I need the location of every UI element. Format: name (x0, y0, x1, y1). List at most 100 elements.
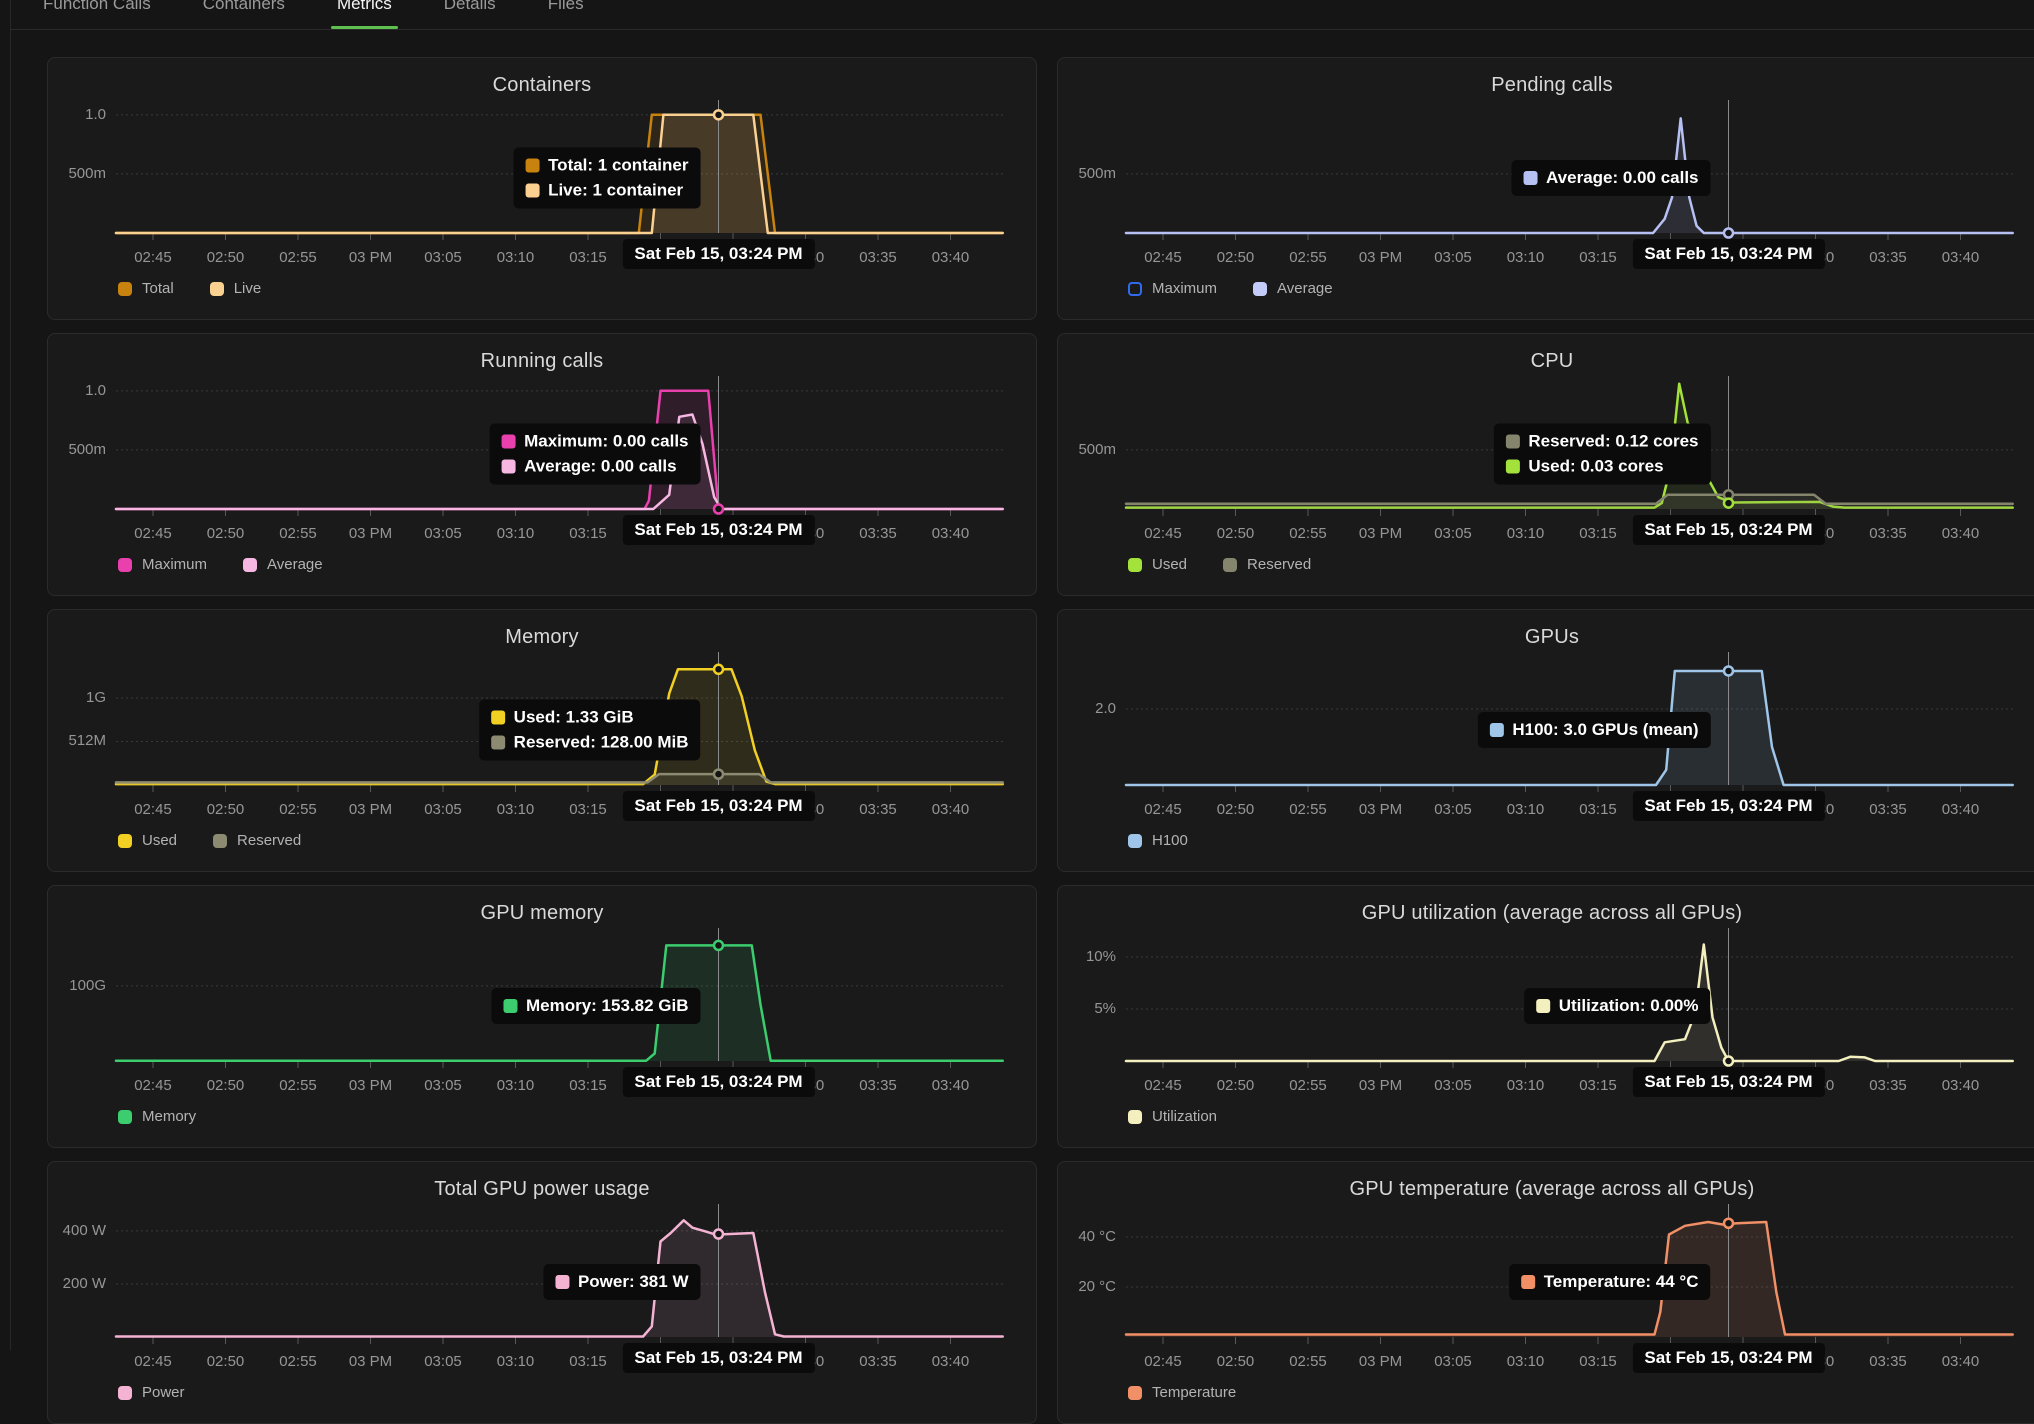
tab-metrics[interactable]: Metrics (330, 0, 398, 29)
x-tick-label: 03:15 (1579, 801, 1617, 818)
tooltip-text: Used: 0.03 cores (1528, 456, 1664, 476)
crosshair-date-tooltip: Sat Feb 15, 03:24 PM (622, 1343, 815, 1373)
x-tick-label: 03:40 (931, 1077, 970, 1094)
crosshair-date-tooltip: Sat Feb 15, 03:24 PM (1632, 239, 1825, 269)
value-tooltip: Memory: 153.82 GiB (490, 988, 701, 1024)
chart-legend: H100 (1128, 832, 1188, 849)
value-tooltip: Maximum: 0.00 calls Average: 0.00 calls (489, 423, 701, 485)
chart-plot-area[interactable] (1058, 1162, 2034, 1424)
tooltip-row: Memory: 153.82 GiB (502, 996, 689, 1016)
x-tick-label: 03:40 (1941, 1353, 1980, 1370)
tooltip-text: Total: 1 container (548, 155, 689, 175)
legend-item-average[interactable]: Average (243, 556, 323, 573)
tab-containers[interactable]: Containers (203, 0, 285, 29)
legend-item-used[interactable]: Used (118, 832, 177, 849)
tab-label: Function Calls (43, 0, 151, 13)
value-tooltip: Average: 0.00 calls (1511, 160, 1711, 196)
value-tooltip: Utilization: 0.00% (1523, 988, 1711, 1024)
legend-item-h100[interactable]: H100 (1128, 832, 1188, 849)
tooltip-row: Used: 1.33 GiB (490, 708, 689, 728)
legend-item-total[interactable]: Total (118, 280, 174, 297)
legend-item-live[interactable]: Live (209, 280, 262, 297)
legend-item-maximum[interactable]: Maximum (118, 556, 207, 573)
chart-legend: Maximum Average (1128, 280, 1333, 297)
chart-plot-area[interactable] (48, 58, 1037, 320)
chart-panel-gpus: GPUs 2.0 02:45 02:50 02:55 03 PM 03:05 03:10 0… (1057, 609, 2034, 872)
x-tick-label: 02:50 (206, 249, 245, 266)
legend-item-temperature[interactable]: Temperature (1128, 1384, 1236, 1401)
legend-swatch-icon (1128, 833, 1142, 848)
chart-panel-running-calls: Running calls 1.0 500m 02:45 02:50 02:55 03 … (47, 333, 1037, 596)
series-swatch-icon (554, 1275, 569, 1289)
x-tick-label: 03:35 (859, 801, 897, 818)
legend-swatch-icon (243, 557, 258, 572)
tab-function-calls[interactable]: Function Calls (43, 0, 151, 29)
y-tick-label: 40 °C (1078, 1228, 1116, 1245)
chart-plot-area[interactable] (48, 886, 1037, 1148)
tab-files[interactable]: Files (548, 0, 584, 29)
legend-swatch-icon (213, 833, 228, 848)
x-tick-label: 02:55 (279, 1353, 317, 1370)
legend-swatch-icon (1128, 557, 1142, 572)
x-tick-label: 03:05 (424, 249, 462, 266)
chart-plot-area[interactable] (48, 610, 1037, 872)
x-tick-label: 03:35 (1869, 249, 1907, 266)
legend-label: H100 (1152, 832, 1188, 849)
legend-swatch-icon (1128, 1385, 1142, 1400)
legend-swatch-icon (118, 557, 132, 572)
x-tick-label: 03 PM (348, 1353, 393, 1370)
x-tick-label: 03:10 (1506, 801, 1545, 818)
chart-plot-area[interactable] (1058, 58, 2034, 320)
chart-plot-area[interactable] (48, 1162, 1037, 1424)
legend-item-reserved[interactable]: Reserved (213, 832, 301, 849)
crosshair-date-tooltip: Sat Feb 15, 03:24 PM (622, 791, 815, 821)
legend-label: Power (142, 1384, 185, 1401)
chart-plot-area[interactable] (1058, 886, 2034, 1148)
x-tick-label: 03:10 (1506, 1353, 1545, 1370)
chart-title: GPU utilization (average across all GPUs… (1361, 902, 1743, 924)
x-tick-label: 03:15 (1579, 1353, 1617, 1370)
chart-plot-area[interactable] (48, 334, 1037, 596)
x-tick-label: 03 PM (348, 1077, 393, 1094)
tooltip-row: Average: 0.00 calls (1523, 168, 1699, 188)
legend-item-average[interactable]: Average (1253, 280, 1333, 297)
x-tick-label: 03:35 (859, 1353, 897, 1370)
tab-label: Metrics (336, 0, 392, 13)
x-tick-label: 03:10 (496, 1353, 535, 1370)
tooltip-row: Utilization: 0.00% (1535, 996, 1699, 1016)
y-tick-label: 1.0 (85, 381, 106, 399)
x-tick-label: 02:45 (1144, 525, 1182, 542)
x-tick-label: 02:50 (1216, 525, 1255, 542)
legend-label: Live (233, 280, 262, 297)
legend-item-maximum[interactable]: Maximum (1128, 280, 1217, 297)
x-tick-label: 03:10 (1506, 525, 1545, 542)
chart-panel-gpu-memory: GPU memory 100G 02:45 02:50 02:55 03 PM 03:0… (47, 885, 1037, 1148)
series-swatch-icon (501, 459, 516, 474)
legend-item-utilization[interactable]: Utilization (1128, 1108, 1217, 1125)
tooltip-text: Temperature: 44 °C (1543, 1272, 1699, 1291)
legend-swatch-icon (209, 281, 224, 296)
x-tick-label: 03:40 (931, 525, 970, 542)
tooltip-text: Reserved: 0.12 cores (1528, 431, 1699, 451)
legend-item-used[interactable]: Used (1128, 556, 1187, 573)
tooltip-row: H100: 3.0 GPUs (mean) (1489, 720, 1699, 740)
x-tick-label: 03:15 (569, 249, 607, 266)
crosshair-date-tooltip: Sat Feb 15, 03:24 PM (622, 515, 815, 545)
tab-details[interactable]: Details (444, 0, 496, 29)
x-tick-label: 03:10 (1506, 1077, 1545, 1094)
legend-label: Used (142, 832, 178, 849)
legend-swatch-icon (118, 1385, 132, 1400)
chart-legend: Power (118, 1384, 185, 1401)
legend-item-power[interactable]: Power (118, 1384, 185, 1401)
x-tick-label: 03:05 (424, 1077, 462, 1094)
crosshair-date-tooltip: Sat Feb 15, 03:24 PM (1632, 515, 1825, 545)
tooltip-text: Power: 381 W (577, 1272, 689, 1291)
chart-legend: Total Live (118, 280, 261, 297)
chart-title: GPU memory (480, 902, 604, 924)
y-tick-label: 500m (68, 164, 106, 182)
chart-plot-area[interactable] (1058, 610, 2034, 872)
legend-item-memory[interactable]: Memory (118, 1108, 196, 1125)
series-swatch-icon (525, 158, 540, 173)
legend-item-reserved[interactable]: Reserved (1223, 556, 1311, 573)
crosshair-date-tooltip: Sat Feb 15, 03:24 PM (1632, 791, 1825, 821)
